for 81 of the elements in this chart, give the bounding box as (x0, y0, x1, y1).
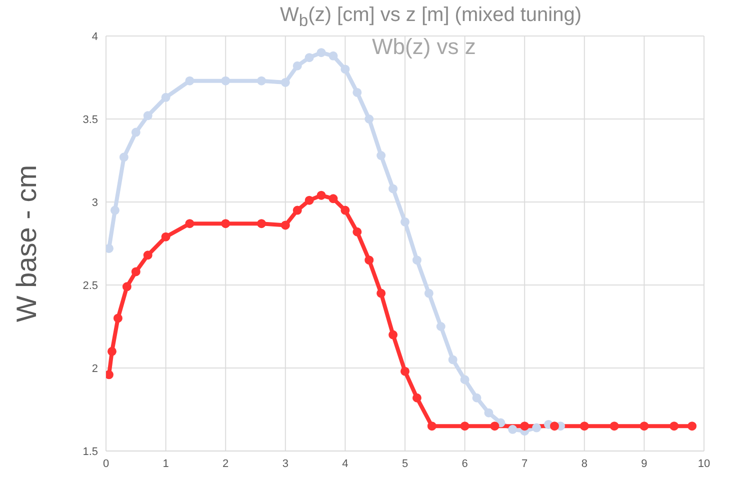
x-tick-label: 7 (522, 458, 528, 470)
point (520, 422, 530, 431)
point (436, 322, 446, 331)
point (131, 267, 140, 276)
point (328, 51, 338, 60)
point (544, 420, 554, 429)
point (161, 232, 170, 242)
point (110, 206, 120, 215)
point (304, 53, 314, 62)
x-tick-label: 0 (102, 458, 110, 470)
point (316, 190, 326, 200)
point (143, 111, 152, 120)
point (472, 393, 482, 402)
x-tick-label: 4 (342, 458, 348, 470)
x-tick-label: 9 (641, 458, 648, 470)
y-tick-label: 1.5 (82, 446, 98, 458)
point (161, 92, 170, 102)
point (610, 422, 619, 431)
point (400, 366, 410, 376)
point (640, 422, 649, 431)
point (292, 206, 302, 215)
point (424, 288, 434, 298)
point (280, 220, 290, 230)
point (580, 422, 589, 431)
chart-subtitle: Wb(z) vs z (372, 34, 476, 60)
y-tick-label: 2 (92, 362, 98, 375)
point (670, 422, 679, 431)
point (448, 355, 458, 364)
x-tick-label: 3 (282, 458, 288, 470)
point (460, 422, 470, 431)
point (221, 219, 230, 228)
x-tick-label: 5 (402, 458, 408, 470)
point (292, 61, 302, 70)
point (131, 128, 140, 137)
point (490, 422, 500, 431)
x-tick-label: 6 (462, 458, 468, 470)
point (364, 256, 374, 265)
point (364, 114, 374, 124)
point (185, 76, 194, 86)
point (352, 227, 362, 236)
point (688, 422, 697, 431)
point (113, 314, 122, 323)
point (221, 76, 230, 86)
chart-title: W$_{b}$(z) [cm] vs z [m] (mixed tuning) (280, 4, 582, 31)
point (508, 424, 518, 434)
x-tick-label: 1 (162, 458, 169, 470)
y-axis-title: W base - cm (10, 164, 42, 322)
point (328, 194, 338, 204)
point (550, 422, 559, 431)
point (460, 375, 470, 384)
point (427, 422, 436, 431)
point (280, 78, 290, 87)
point (316, 48, 326, 58)
point (340, 64, 350, 74)
point (256, 219, 266, 228)
point (107, 346, 116, 356)
point (376, 288, 386, 298)
point (119, 152, 128, 162)
point (412, 256, 422, 265)
y-tick-label: 3 (92, 196, 98, 209)
point (340, 206, 350, 215)
point (532, 423, 542, 432)
point (143, 250, 152, 260)
point (304, 196, 314, 205)
x-tick-label: 8 (581, 458, 588, 470)
point (352, 88, 362, 97)
point (388, 184, 398, 194)
point (376, 151, 386, 160)
y-tick-label: 4 (92, 30, 98, 43)
point (484, 408, 494, 418)
y-tick-label: 3.5 (82, 114, 98, 126)
point (400, 217, 410, 226)
point (388, 330, 398, 340)
point (412, 393, 422, 402)
point (185, 219, 194, 228)
point (122, 282, 132, 292)
y-tick-label: 2.5 (82, 280, 98, 292)
x-tick-label: 2 (222, 458, 229, 470)
x-tick-label: 10 (698, 458, 710, 470)
point (496, 418, 506, 428)
point (256, 76, 266, 86)
